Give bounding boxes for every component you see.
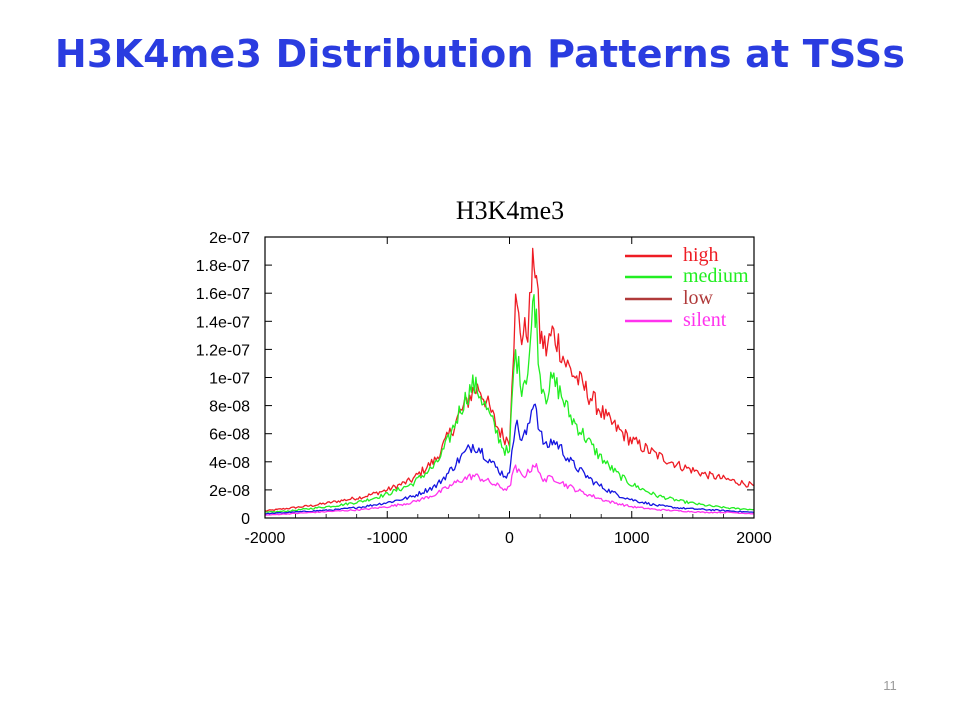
series-line-silent	[264, 463, 755, 517]
y-tick-label: 2e-08	[209, 483, 250, 500]
axes-layer: 0 2e-08 4e-08 6e-08 8e-08 1e-07 1.2e-07 1.4e-07…	[196, 230, 772, 547]
y-tick-label: 0	[241, 511, 250, 528]
x-tick-label: 1000	[614, 530, 650, 547]
series-layer	[264, 247, 755, 517]
y-tick-label: 1.8e-07	[196, 258, 250, 275]
plot-frame	[264, 236, 755, 519]
chart-title: H3K4me3	[456, 196, 564, 225]
legend-label-medium: medium	[683, 265, 749, 287]
x-tick-label: 0	[505, 530, 514, 547]
y-tick-label: 2e-07	[209, 230, 250, 247]
legend-label-high: high	[683, 244, 719, 266]
slide-title: H3K4me3 Distribution Patterns at TSSs	[54, 32, 906, 76]
x-tick-label: 2000	[736, 530, 772, 547]
y-tick-label: 1e-07	[209, 371, 250, 388]
y-tick-label: 1.6e-07	[196, 286, 250, 303]
y-tick-label: 6e-08	[209, 427, 250, 444]
legend-label-low: low	[683, 287, 714, 309]
page-number: 11	[883, 678, 897, 693]
x-tick-label: -2000	[245, 530, 286, 547]
legend-label-silent: silent	[683, 309, 727, 331]
y-tick-label: 1.2e-07	[196, 342, 250, 359]
series-line-medium	[264, 294, 755, 513]
series-line-low	[264, 403, 755, 515]
y-tick-label: 1.4e-07	[196, 314, 250, 331]
x-tick-label: -1000	[367, 530, 408, 547]
y-tick-label: 8e-08	[209, 399, 250, 416]
y-tick-label: 4e-08	[209, 455, 250, 472]
